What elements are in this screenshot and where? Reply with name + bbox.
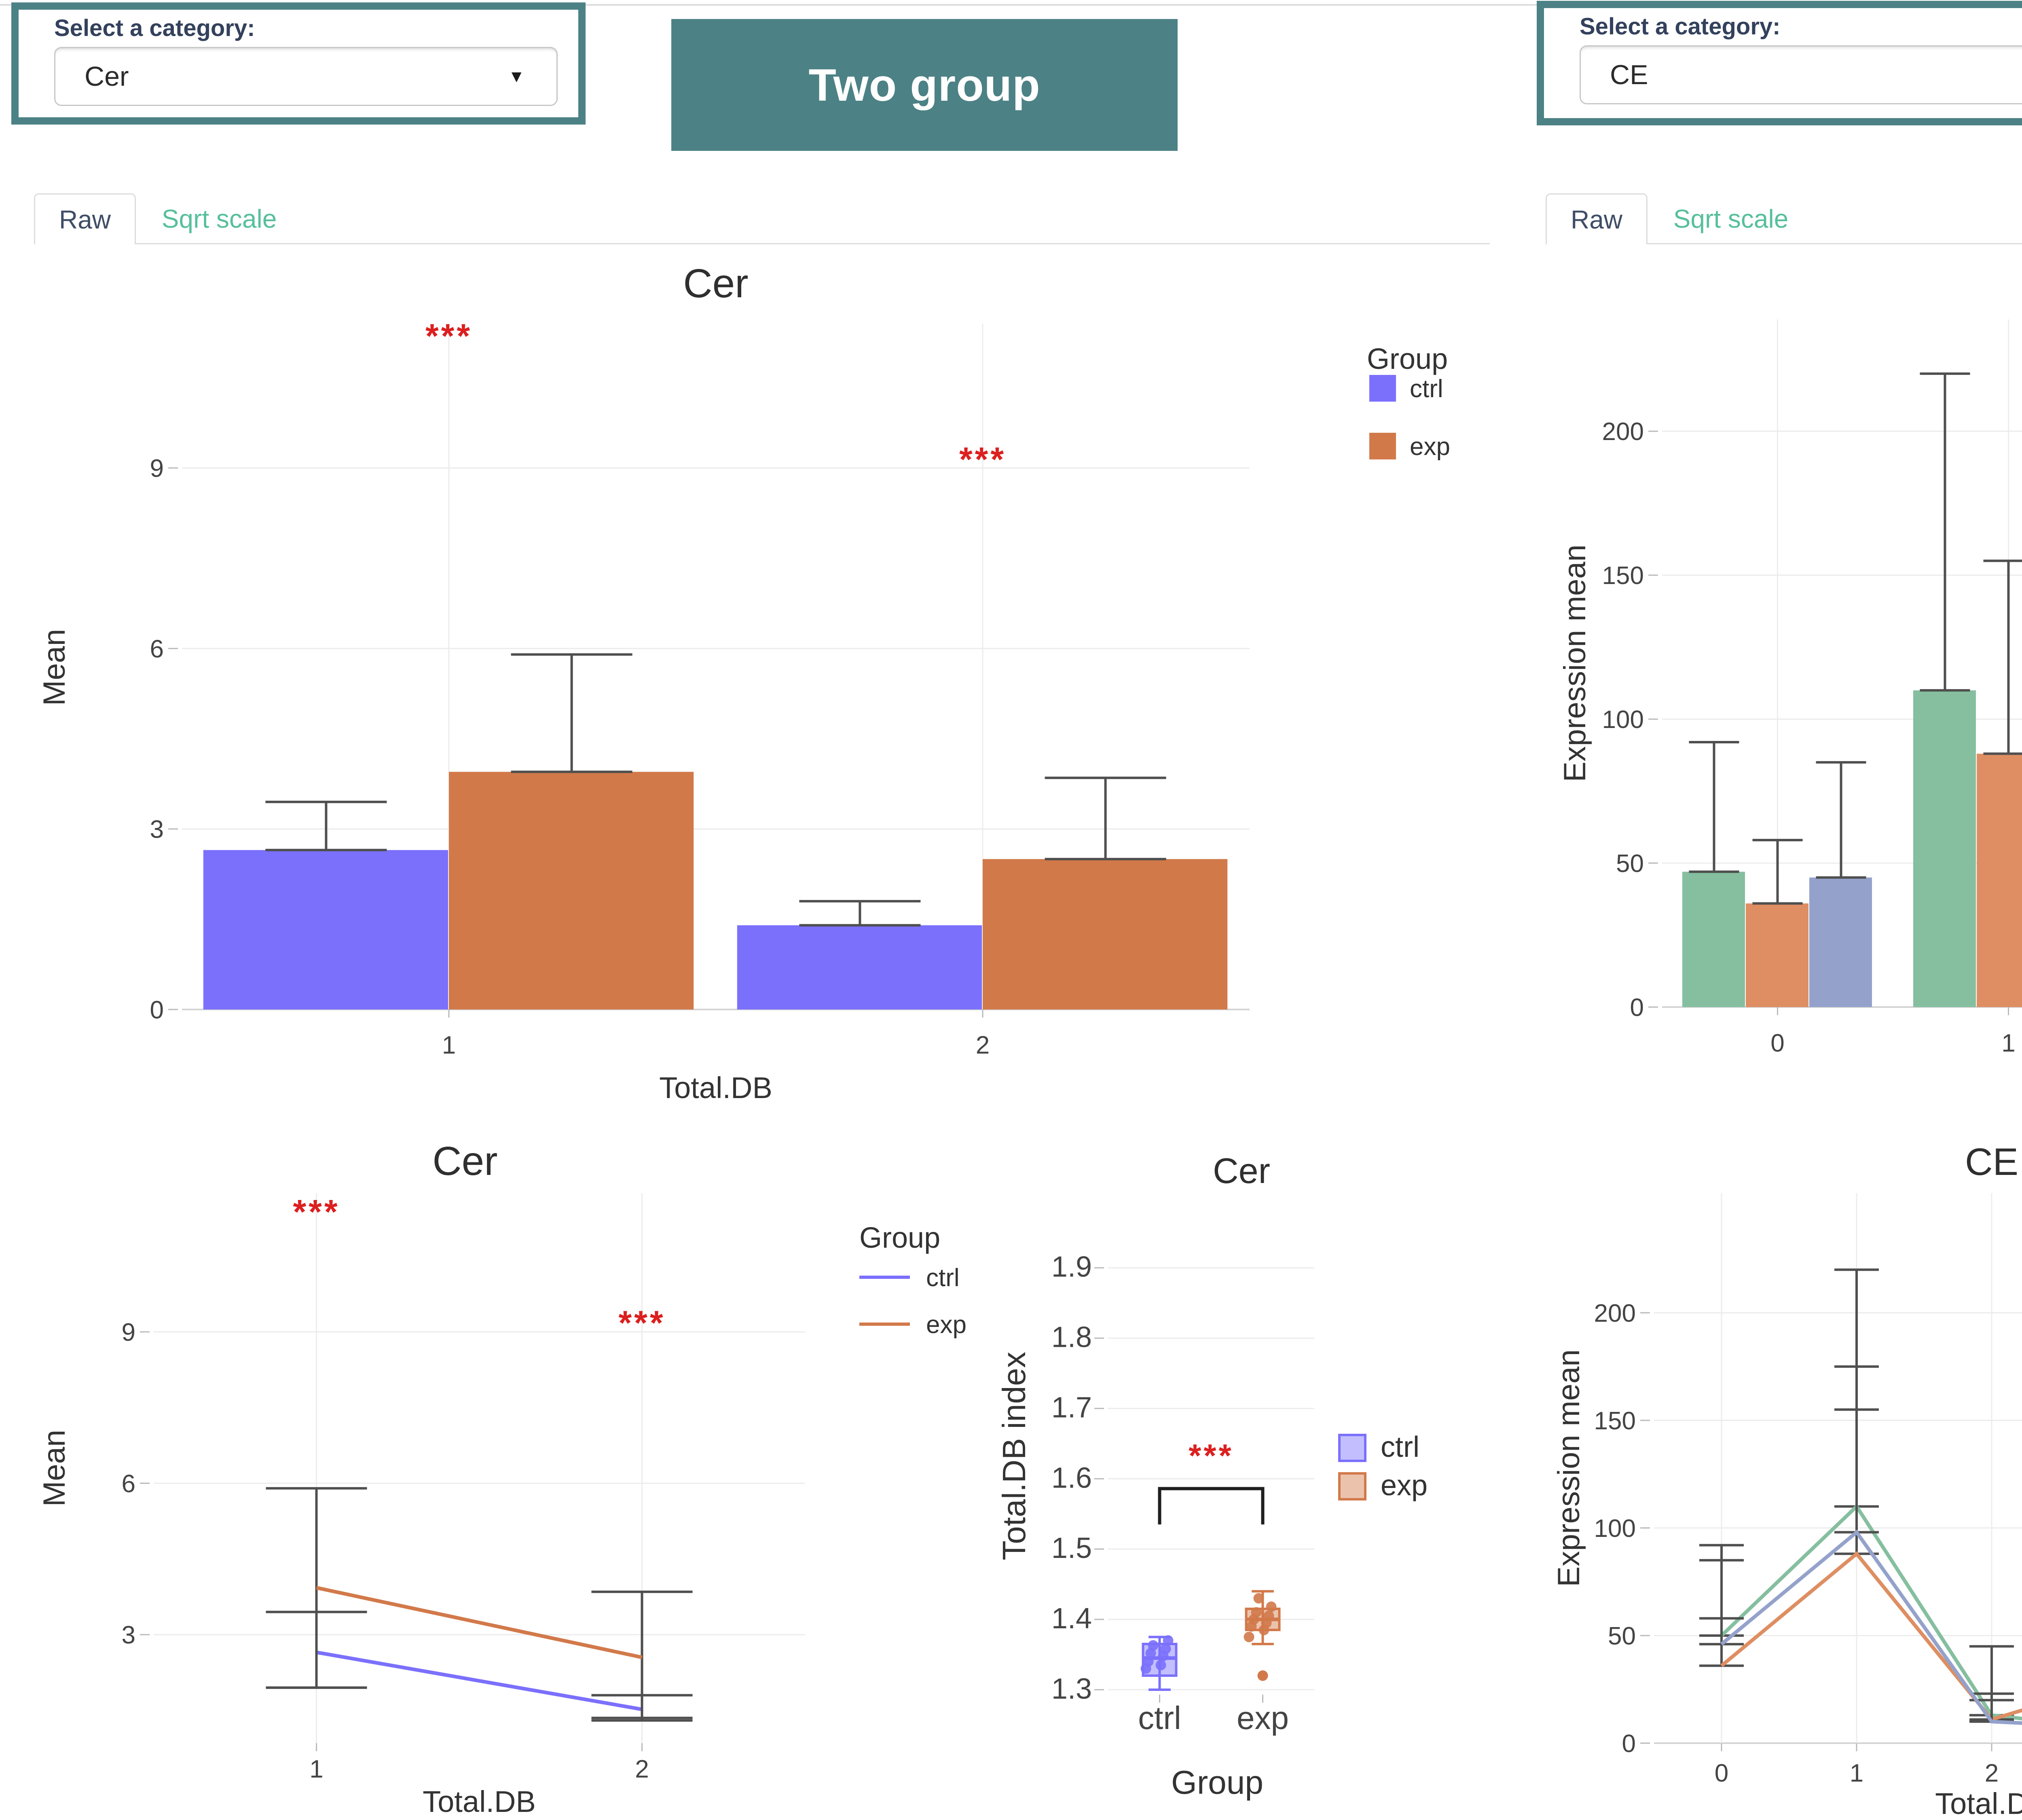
svg-text:1.7: 1.7 [1051, 1391, 1092, 1424]
svg-text:ctrl: ctrl [1410, 375, 1443, 403]
tab-raw-right-label: Raw [1570, 205, 1623, 234]
chart-svg-bar-ce: 05010015020001246CETotal.DBExpression me… [1558, 320, 2022, 1057]
box-plot-cer: 1.3 1.4 1.5 1.6 1.7 1.8 1.9 ctrl exp Cer Group Tota… [991, 1124, 1529, 1820]
svg-text:Total.DB: Total.DB [659, 1071, 772, 1105]
tab-raw-left[interactable]: Raw [34, 193, 136, 244]
svg-text:2: 2 [976, 1031, 990, 1059]
tab-raw-left-label: Raw [59, 205, 111, 234]
tab-sqrt-scale-right[interactable]: Sqrt scale [1654, 193, 1808, 244]
svg-text:1.3: 1.3 [1051, 1673, 1092, 1705]
svg-text:Mean: Mean [37, 629, 72, 706]
svg-text:0: 0 [1622, 1730, 1636, 1758]
tab-sqrt-scale-left-label: Sqrt scale [161, 204, 277, 233]
svg-text:Group: Group [1367, 343, 1448, 375]
svg-text:150: 150 [1594, 1407, 1636, 1435]
svg-text:Group: Group [1171, 1764, 1263, 1801]
svg-text:1: 1 [2001, 1029, 2015, 1057]
svg-text:exp: exp [926, 1311, 967, 1339]
svg-text:***: *** [959, 440, 1006, 478]
svg-text:50: 50 [1608, 1622, 1636, 1650]
svg-text:1: 1 [442, 1031, 456, 1059]
svg-text:ctrl: ctrl [1138, 1700, 1181, 1736]
category-select-value-right: CE [1610, 59, 1648, 90]
tab-sqrt-scale-right-label: Sqrt scale [1673, 204, 1789, 233]
svg-text:1: 1 [309, 1755, 323, 1783]
svg-text:Total.DB: Total.DB [423, 1785, 536, 1818]
svg-text:Group: Group [859, 1222, 940, 1254]
svg-text:exp: exp [1381, 1469, 1428, 1502]
svg-text:0: 0 [150, 996, 164, 1024]
svg-text:Expression mean: Expression mean [1558, 544, 1592, 782]
chart-svg-box-cer: 1.3 1.4 1.5 1.6 1.7 1.8 1.9 ctrl exp Cer Group Tota… [996, 1151, 1428, 1801]
svg-text:Total.DB index: Total.DB index [996, 1352, 1032, 1560]
category-select-value-left: Cer [85, 61, 129, 92]
two-group-header-label: Two group [808, 59, 1041, 110]
svg-text:***: *** [293, 1193, 340, 1231]
svg-text:Cer: Cer [1213, 1151, 1270, 1191]
svg-text:Total.DB: Total.DB [1935, 1787, 2022, 1820]
svg-text:***: *** [618, 1304, 665, 1342]
top-divider [0, 4, 2022, 6]
svg-text:150: 150 [1602, 562, 1644, 590]
svg-text:100: 100 [1594, 1515, 1636, 1543]
line-chart-ce: 05010015020001246CETotal.DBExpression me… [1533, 1124, 2022, 1820]
svg-text:2: 2 [1985, 1759, 1999, 1787]
chart-svg-line-ce: 05010015020001246CETotal.DBExpression me… [1552, 1141, 2022, 1820]
svg-text:0: 0 [1715, 1759, 1728, 1787]
dropdown-caret-icon: ▼ [508, 67, 525, 86]
svg-text:Expression mean: Expression mean [1552, 1349, 1586, 1587]
svg-text:200: 200 [1594, 1299, 1636, 1327]
svg-text:1.9: 1.9 [1051, 1251, 1092, 1283]
svg-text:0: 0 [1630, 994, 1644, 1022]
tabstrip-border-right [1546, 243, 2022, 244]
svg-text:1.5: 1.5 [1051, 1532, 1092, 1564]
svg-text:1: 1 [1850, 1759, 1863, 1787]
svg-text:0: 0 [1770, 1029, 1784, 1057]
line-chart-cer: 3 6 9 1 2 Cer Total.DB Mean *** *** Group ctrl exp [0, 1124, 1516, 1820]
category-select-left[interactable]: Cer ▼ [54, 47, 558, 106]
svg-text:3: 3 [150, 816, 164, 844]
svg-text:3: 3 [122, 1621, 135, 1649]
svg-text:2: 2 [635, 1755, 649, 1783]
category-selector-card-right: Select a category: CE ▼ [1537, 1, 2022, 125]
svg-text:Cer: Cer [432, 1139, 497, 1184]
svg-text:200: 200 [1602, 418, 1644, 446]
svg-text:6: 6 [122, 1470, 135, 1498]
svg-text:1.4: 1.4 [1051, 1602, 1092, 1635]
svg-text:Cer: Cer [683, 261, 748, 306]
category-select-right[interactable]: CE ▼ [1580, 45, 2022, 104]
two-group-header: Two group [671, 19, 1178, 151]
svg-text:9: 9 [122, 1318, 135, 1346]
tab-raw-right[interactable]: Raw [1546, 193, 1648, 244]
svg-text:***: *** [1189, 1438, 1233, 1474]
svg-text:6: 6 [150, 635, 164, 663]
svg-text:9: 9 [150, 455, 164, 483]
bar-chart-cer: 0 3 6 9 1 2 Cer Total.DB Mean *** *** Group ctrl exp [0, 251, 1516, 1130]
svg-text:exp: exp [1237, 1700, 1289, 1736]
svg-text:ctrl: ctrl [926, 1264, 960, 1292]
category-select-label-left: Select a category: [54, 15, 255, 41]
svg-text:50: 50 [1616, 850, 1644, 878]
svg-text:***: *** [425, 317, 472, 355]
svg-text:exp: exp [1410, 433, 1450, 461]
svg-text:1.6: 1.6 [1051, 1462, 1092, 1494]
svg-text:100: 100 [1602, 706, 1644, 734]
svg-text:ctrl: ctrl [1381, 1431, 1419, 1463]
bar-chart-ce: 05010015020001246CETotal.DBExpression me… [1533, 251, 2022, 1130]
svg-text:Mean: Mean [37, 1430, 72, 1507]
svg-text:1.8: 1.8 [1051, 1321, 1092, 1354]
category-selector-card-left: Select a category: Cer ▼ [11, 2, 586, 125]
tabstrip-border-left [34, 243, 1490, 244]
svg-text:CE: CE [1965, 1141, 2018, 1183]
tab-sqrt-scale-left[interactable]: Sqrt scale [142, 193, 296, 244]
category-select-label-right: Select a category: [1580, 13, 1781, 40]
